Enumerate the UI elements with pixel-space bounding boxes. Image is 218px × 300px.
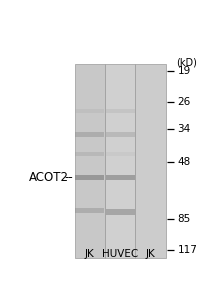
Bar bbox=[75, 64, 105, 258]
Bar bbox=[136, 110, 165, 113]
Bar bbox=[75, 152, 104, 156]
Text: (kD): (kD) bbox=[176, 58, 197, 68]
Text: 19: 19 bbox=[178, 67, 191, 76]
Text: 85: 85 bbox=[178, 214, 191, 224]
Bar bbox=[135, 64, 166, 258]
Bar bbox=[106, 132, 135, 137]
Text: HUVEC: HUVEC bbox=[102, 249, 138, 259]
Text: 26: 26 bbox=[178, 97, 191, 107]
Text: 117: 117 bbox=[178, 245, 198, 255]
Text: --: -- bbox=[64, 171, 73, 184]
Bar bbox=[75, 109, 104, 113]
Bar bbox=[75, 208, 104, 213]
Text: 48: 48 bbox=[178, 158, 191, 167]
Bar bbox=[105, 64, 135, 258]
Bar bbox=[106, 109, 135, 113]
Text: JK: JK bbox=[85, 249, 95, 259]
Bar bbox=[75, 175, 104, 180]
Bar bbox=[106, 209, 135, 215]
Bar bbox=[75, 132, 104, 137]
Text: ACOT2: ACOT2 bbox=[29, 171, 69, 184]
Bar bbox=[106, 152, 135, 156]
Bar bbox=[106, 175, 135, 180]
Text: JK: JK bbox=[146, 249, 155, 259]
Text: 34: 34 bbox=[178, 124, 191, 134]
